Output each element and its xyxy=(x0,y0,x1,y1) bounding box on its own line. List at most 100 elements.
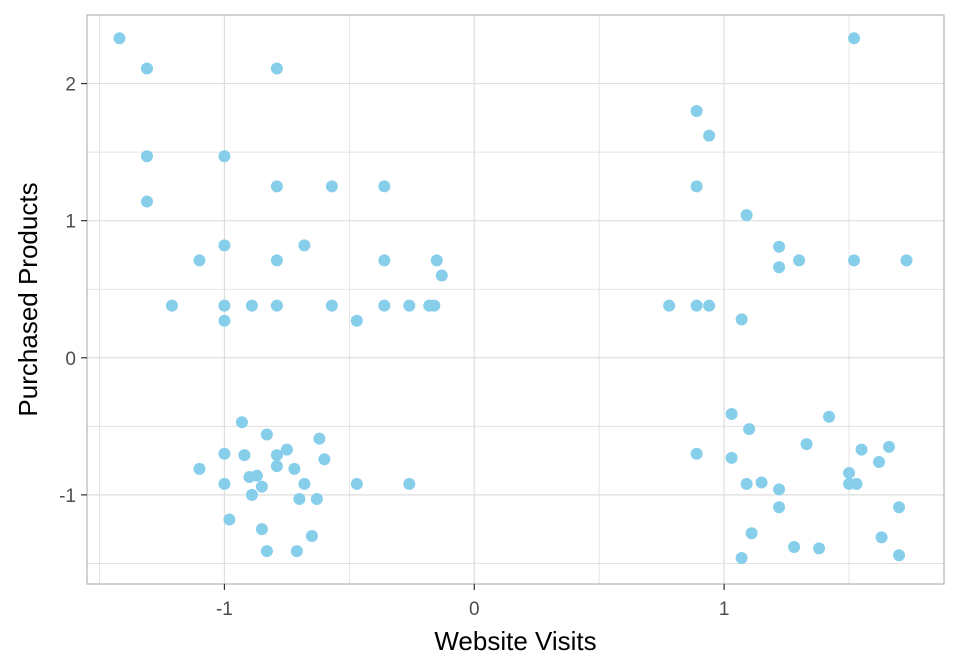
data-point xyxy=(293,492,306,505)
data-point xyxy=(378,180,391,193)
data-point xyxy=(223,513,236,526)
x-tick-label: -1 xyxy=(216,599,233,620)
data-point xyxy=(793,254,806,267)
data-point xyxy=(255,523,268,536)
data-point xyxy=(773,240,786,253)
data-point xyxy=(270,62,283,75)
data-point xyxy=(245,299,258,312)
grid-minor-lines xyxy=(87,14,944,584)
data-point xyxy=(305,530,318,543)
data-point xyxy=(788,540,801,553)
data-point xyxy=(435,269,448,282)
data-point xyxy=(290,545,303,558)
data-point xyxy=(350,314,363,327)
y-tick-label: -1 xyxy=(59,486,76,507)
data-point xyxy=(875,531,888,544)
data-point xyxy=(800,438,813,451)
data-point xyxy=(313,432,326,445)
data-point xyxy=(245,488,258,501)
data-point xyxy=(690,447,703,460)
data-point xyxy=(325,180,338,193)
x-axis-title: Website Visits xyxy=(434,626,596,656)
data-point xyxy=(690,299,703,312)
data-point xyxy=(725,407,738,420)
data-point xyxy=(755,476,768,489)
data-point xyxy=(298,239,311,252)
data-point xyxy=(255,480,268,493)
data-point xyxy=(288,462,301,475)
data-point xyxy=(310,492,323,505)
data-point xyxy=(270,460,283,473)
y-axis-title: Purchased Products xyxy=(13,182,43,416)
data-point xyxy=(743,423,756,436)
y-axis-ticks: -1 0 1 2 xyxy=(59,75,87,507)
data-point xyxy=(843,466,856,479)
data-point xyxy=(165,299,178,312)
data-point xyxy=(745,527,758,540)
data-point xyxy=(298,477,311,490)
data-point xyxy=(735,313,748,326)
data-point xyxy=(280,443,293,456)
data-point xyxy=(325,299,338,312)
data-point xyxy=(218,314,231,327)
x-tick-label: 1 xyxy=(719,599,730,620)
data-point xyxy=(193,462,206,475)
panel-border xyxy=(86,14,945,585)
data-point xyxy=(218,447,231,460)
data-point xyxy=(773,261,786,274)
data-point xyxy=(883,440,896,453)
data-point xyxy=(663,299,676,312)
x-axis-ticks: -1 0 1 xyxy=(216,584,729,620)
data-point xyxy=(270,180,283,193)
data-point xyxy=(403,299,416,312)
data-point xyxy=(740,209,753,222)
y-tick-label: 0 xyxy=(65,349,76,370)
y-tick-label: 1 xyxy=(65,212,76,233)
data-point xyxy=(735,551,748,564)
data-point xyxy=(873,455,886,468)
data-point xyxy=(725,451,738,464)
data-point xyxy=(378,299,391,312)
data-point xyxy=(848,254,861,267)
data-point xyxy=(318,453,331,466)
data-point xyxy=(773,501,786,514)
data-point xyxy=(218,477,231,490)
data-point xyxy=(813,542,826,555)
data-point xyxy=(703,129,716,142)
data-point xyxy=(260,428,273,441)
data-point xyxy=(218,239,231,252)
data-point xyxy=(350,477,363,490)
data-point xyxy=(690,180,703,193)
data-point xyxy=(260,545,273,558)
data-point xyxy=(850,477,863,490)
data-point xyxy=(900,254,913,267)
data-point xyxy=(893,501,906,514)
data-point xyxy=(823,410,836,423)
data-point xyxy=(703,299,716,312)
data-point xyxy=(430,254,443,267)
y-tick-label: 2 xyxy=(65,75,76,96)
data-point xyxy=(270,299,283,312)
data-point xyxy=(848,32,861,45)
x-tick-label: 0 xyxy=(469,599,480,620)
data-point xyxy=(140,62,153,75)
data-point xyxy=(740,477,753,490)
data-point xyxy=(235,416,248,429)
data-point xyxy=(238,449,251,462)
data-point xyxy=(403,477,416,490)
data-point xyxy=(855,443,868,456)
data-point xyxy=(893,549,906,562)
data-point xyxy=(113,32,126,45)
data-point xyxy=(140,150,153,163)
data-point xyxy=(218,299,231,312)
data-point xyxy=(270,449,283,462)
data-point xyxy=(773,483,786,496)
data-point xyxy=(193,254,206,267)
data-point xyxy=(218,150,231,163)
data-point xyxy=(250,469,263,482)
data-point xyxy=(378,254,391,267)
data-point xyxy=(690,104,703,117)
data-point xyxy=(140,195,153,208)
grid-major-lines xyxy=(87,15,944,584)
